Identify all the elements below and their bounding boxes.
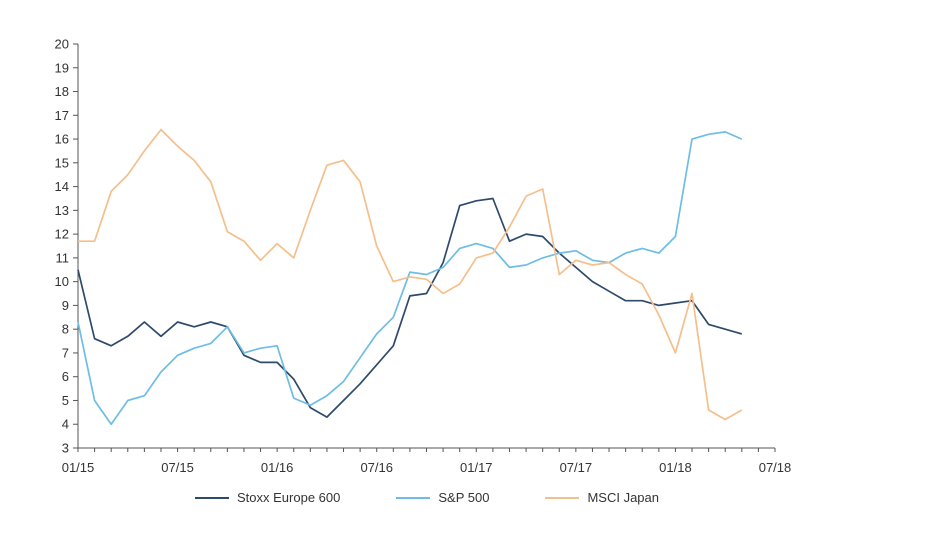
- legend-swatch-stoxx: [195, 496, 229, 499]
- y-tick-label: 3: [62, 441, 69, 456]
- legend: Stoxx Europe 600 S&P 500 MSCI Japan: [195, 490, 659, 505]
- y-tick-label: 9: [62, 298, 69, 313]
- legend-item-sp500: S&P 500: [396, 490, 489, 505]
- y-tick-label: 19: [55, 60, 69, 75]
- x-tick-label: 01/15: [62, 460, 95, 475]
- y-tick-label: 6: [62, 369, 69, 384]
- series-line-msci-japan: [78, 128, 743, 421]
- x-axis: 01/15 07/15 01/16 07/16 01/17 07/17 01/18 07/18: [62, 447, 792, 475]
- x-tick-label: 01/16: [261, 460, 294, 475]
- y-tick-label: 13: [55, 203, 69, 218]
- y-tick-label: 4: [62, 417, 69, 432]
- legend-label-stoxx: Stoxx Europe 600: [237, 490, 341, 505]
- y-tick-label: 15: [55, 155, 69, 170]
- x-tick-label: 07/17: [560, 460, 593, 475]
- y-tick-label: 5: [62, 393, 69, 408]
- series-layer: [77, 128, 743, 426]
- legend-swatch-sp500: [396, 496, 431, 499]
- legend-label-msci-japan: MSCI Japan: [587, 490, 659, 505]
- x-tick-label: 07/15: [161, 460, 194, 475]
- legend-item-msci-japan: MSCI Japan: [545, 490, 659, 505]
- y-tick-label: 8: [62, 322, 69, 337]
- legend-item-stoxx: Stoxx Europe 600: [195, 490, 340, 505]
- y-tick-label: 10: [55, 274, 69, 289]
- legend-label-sp500: S&P 500: [438, 490, 490, 505]
- y-tick-label: 18: [55, 84, 69, 99]
- y-tick-label: 14: [55, 179, 69, 194]
- x-tick-label: 01/18: [659, 460, 692, 475]
- y-axis: 3 4 5 6 7 8 9 10 11 12 13 14 15 16 17 18 19 20: [55, 37, 79, 456]
- y-tick-label: 17: [55, 108, 69, 123]
- legend-swatch-msci-japan: [545, 496, 580, 499]
- y-tick-label: 12: [55, 227, 69, 242]
- series-line-stoxx-europe-600: [77, 197, 743, 418]
- y-tick-label: 11: [56, 250, 70, 265]
- x-tick-label: 07/16: [360, 460, 393, 475]
- y-tick-label: 20: [55, 37, 69, 52]
- x-tick-label: 01/17: [460, 460, 493, 475]
- y-tick-label: 7: [62, 345, 69, 360]
- y-tick-label: 16: [55, 132, 69, 147]
- series-line-s-p-500: [77, 131, 743, 426]
- x-tick-label: 07/18: [759, 460, 792, 475]
